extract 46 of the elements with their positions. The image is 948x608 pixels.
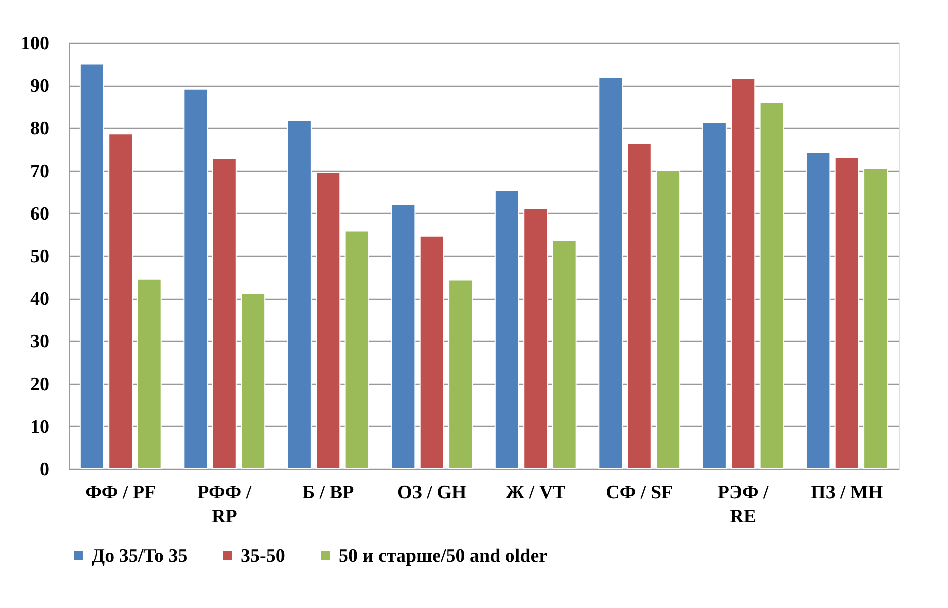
- y-tick-label: 60: [30, 204, 50, 225]
- bar: [864, 168, 888, 470]
- bar: [241, 293, 266, 470]
- y-tick-label: 10: [30, 416, 50, 438]
- bar: [391, 204, 416, 470]
- y-tick-label: 20: [30, 374, 50, 396]
- bar: [344, 230, 370, 470]
- bar: [760, 102, 784, 470]
- bar: [731, 78, 756, 470]
- y-tick-label: 40: [30, 289, 50, 310]
- y-tick-label: 80: [30, 118, 50, 140]
- y-tick-label: 100: [21, 34, 50, 54]
- bar: [656, 170, 681, 470]
- x-tick-label: ПЗ / MH: [810, 482, 884, 504]
- x-tick-label: Б / BP: [302, 482, 355, 504]
- legend-label: До 35/To 35: [92, 546, 188, 567]
- bar: [834, 158, 860, 470]
- bar: [702, 122, 727, 470]
- x-tick-label: СФ / SF: [606, 482, 674, 504]
- bar: [494, 190, 520, 470]
- bar: [598, 77, 624, 470]
- bar: [420, 236, 444, 470]
- bar: [80, 64, 104, 470]
- y-tick-label: 70: [30, 161, 50, 182]
- bar: [137, 278, 162, 470]
- bar: [212, 158, 237, 470]
- bar: [316, 172, 341, 470]
- y-tick-label: 30: [30, 332, 50, 353]
- bar: [448, 280, 474, 470]
- legend-label: 35-50: [241, 546, 286, 567]
- bar: [108, 134, 134, 470]
- bar: [552, 240, 577, 470]
- bar: [184, 88, 208, 470]
- bar: [627, 143, 652, 470]
- bar: [806, 152, 831, 470]
- y-tick-label: 50: [30, 246, 50, 268]
- legend-label: 50 и старше/50 and older: [339, 546, 548, 567]
- y-tick-label: 90: [30, 76, 50, 98]
- x-tick-label: РФФ / RP: [198, 482, 252, 528]
- x-tick-label: РЭФ / RE: [718, 482, 770, 528]
- x-tick-label: ОЗ / GH: [398, 482, 467, 504]
- bar: [524, 208, 548, 470]
- x-tick-label: Ж / VT: [506, 482, 566, 504]
- x-tick-label: ФФ / PF: [86, 482, 156, 504]
- bar: [287, 120, 312, 470]
- y-tick-label: 0: [40, 460, 50, 480]
